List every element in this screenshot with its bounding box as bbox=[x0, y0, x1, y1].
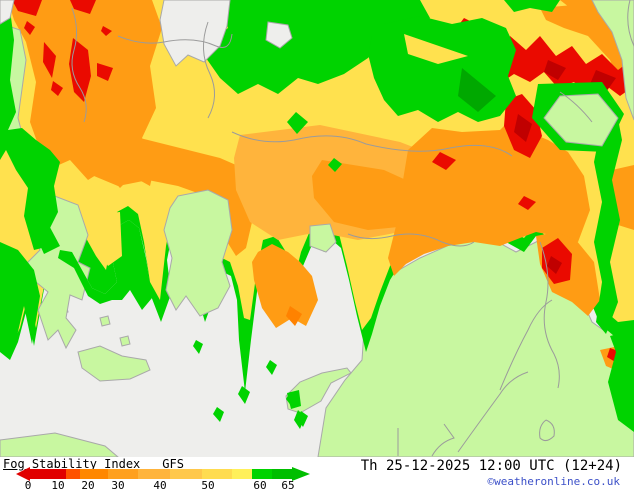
red-balkan-1 bbox=[70, 0, 96, 14]
green-diamond-1 bbox=[287, 112, 308, 134]
copyright-text: ©weatheronline.co.uk bbox=[487, 475, 620, 488]
land-west-anatolia bbox=[163, 189, 233, 317]
colorbar-segment-2 bbox=[66, 469, 80, 479]
layer-field bbox=[0, 0, 634, 432]
colorbar-segment-10 bbox=[272, 469, 292, 479]
green-ne-turkey bbox=[368, 16, 516, 122]
colorbar-tick-50: 50 bbox=[201, 479, 214, 490]
land-lakes-patch bbox=[309, 223, 337, 253]
colorbar-tick-30: 30 bbox=[111, 479, 124, 490]
red-balkan-5 bbox=[97, 63, 113, 81]
country-border-12 bbox=[499, 299, 553, 391]
red-small-4 bbox=[518, 196, 536, 210]
red-balkan-8 bbox=[51, 81, 63, 96]
country-border-6 bbox=[457, 371, 529, 453]
land-caspian-corner bbox=[591, 0, 634, 121]
colorbar-tick-65: 65 bbox=[281, 479, 294, 490]
colorbar-segment-1 bbox=[30, 469, 66, 479]
green-arrow-2 bbox=[238, 386, 250, 404]
legend-strip: Fog Stability Index GFS 0 10 20 30 40 50 60 65 T… bbox=[0, 457, 634, 490]
colorbar-tick-0: 0 bbox=[25, 479, 32, 490]
colorbar-segment-9 bbox=[252, 469, 272, 479]
country-border-2 bbox=[117, 33, 233, 48]
color-scale-bar: 0 10 20 30 40 50 60 65 bbox=[16, 467, 310, 490]
green-top-strip bbox=[504, 0, 560, 12]
land-north-africa bbox=[0, 432, 119, 457]
green-cyprus-west bbox=[287, 390, 301, 409]
green-right-bottom bbox=[608, 330, 634, 432]
green-aegean-arc bbox=[58, 220, 152, 310]
red-balkan-3 bbox=[69, 38, 91, 102]
colorbar-left-arrow bbox=[16, 467, 30, 481]
island-cyprus bbox=[285, 367, 352, 414]
red-balkan-7 bbox=[101, 26, 112, 36]
country-border-4 bbox=[347, 233, 475, 247]
green-blacksea bbox=[206, 0, 430, 94]
green-left-spike bbox=[26, 190, 60, 254]
colorbar-tick-40: 40 bbox=[153, 479, 166, 490]
sea-blacksea-west bbox=[159, 0, 231, 67]
green-arrow-3 bbox=[213, 407, 224, 422]
green-left-band bbox=[0, 10, 60, 250]
yellow-hole-ne bbox=[404, 34, 468, 64]
island-crete bbox=[77, 345, 151, 382]
map-area bbox=[0, 0, 634, 457]
red-balkan-2 bbox=[12, 0, 42, 16]
colorbar-tick-20: 20 bbox=[81, 479, 94, 490]
orange-bc-core bbox=[286, 306, 302, 326]
islet-2 bbox=[99, 315, 111, 327]
country-border-8 bbox=[431, 423, 455, 457]
islet-3 bbox=[119, 335, 131, 347]
legend-title-text: Fog Stability Index bbox=[3, 457, 141, 471]
layer-green-over bbox=[0, 10, 308, 429]
colorbar-segment-4 bbox=[108, 469, 138, 479]
green-arrow-1 bbox=[193, 340, 203, 354]
colorbar-tick-60: 60 bbox=[253, 479, 266, 490]
green-ne-core bbox=[458, 68, 496, 112]
orange-west-turkey bbox=[62, 132, 260, 256]
colorbar-segment-6 bbox=[170, 469, 202, 479]
legend-model-label: GFS bbox=[162, 457, 184, 471]
green-arrow-6 bbox=[266, 360, 277, 375]
sea-blacksea-hole bbox=[265, 21, 293, 49]
yellow-patch-aegean bbox=[96, 212, 122, 266]
colorbar-segment-5 bbox=[138, 469, 170, 479]
red-balkan-4 bbox=[43, 42, 56, 78]
orange-bottom-center bbox=[252, 244, 318, 328]
fog-stability-map bbox=[0, 0, 634, 457]
land-armenia bbox=[543, 93, 619, 147]
red-east-blob-core bbox=[514, 114, 532, 142]
layer-country-borders bbox=[71, 0, 634, 457]
legend-title: Fog Stability Index GFS bbox=[3, 457, 184, 471]
country-border-1 bbox=[71, 7, 87, 123]
red-small-2 bbox=[432, 152, 456, 170]
colorbar-segment-7 bbox=[202, 469, 232, 479]
country-border-9 bbox=[539, 419, 555, 442]
colorbar-right-arrow bbox=[292, 467, 310, 481]
red-balkan-6 bbox=[24, 21, 35, 35]
country-border-5 bbox=[539, 241, 560, 389]
country-border-10 bbox=[231, 131, 513, 157]
colorbar-tick-10: 10 bbox=[51, 479, 64, 490]
forecast-datetime: Th 25-12-2025 12:00 UTC (12+24) bbox=[360, 458, 622, 474]
green-below-cyprus bbox=[294, 410, 305, 429]
country-border-11 bbox=[559, 91, 593, 123]
country-border-3 bbox=[203, 21, 215, 119]
green-left-low bbox=[0, 242, 40, 356]
colorbar-segment-3 bbox=[80, 469, 108, 479]
red-southeast-core bbox=[547, 256, 562, 274]
sea-adriatic-corner bbox=[0, 0, 15, 25]
layer-sea-holes bbox=[0, 0, 293, 67]
green-right-strip bbox=[590, 94, 622, 334]
green-diamond-2 bbox=[328, 158, 342, 172]
country-border-13 bbox=[627, 0, 634, 48]
red-caucasus-core1 bbox=[544, 60, 566, 80]
colorbar-segment-8 bbox=[232, 469, 252, 479]
